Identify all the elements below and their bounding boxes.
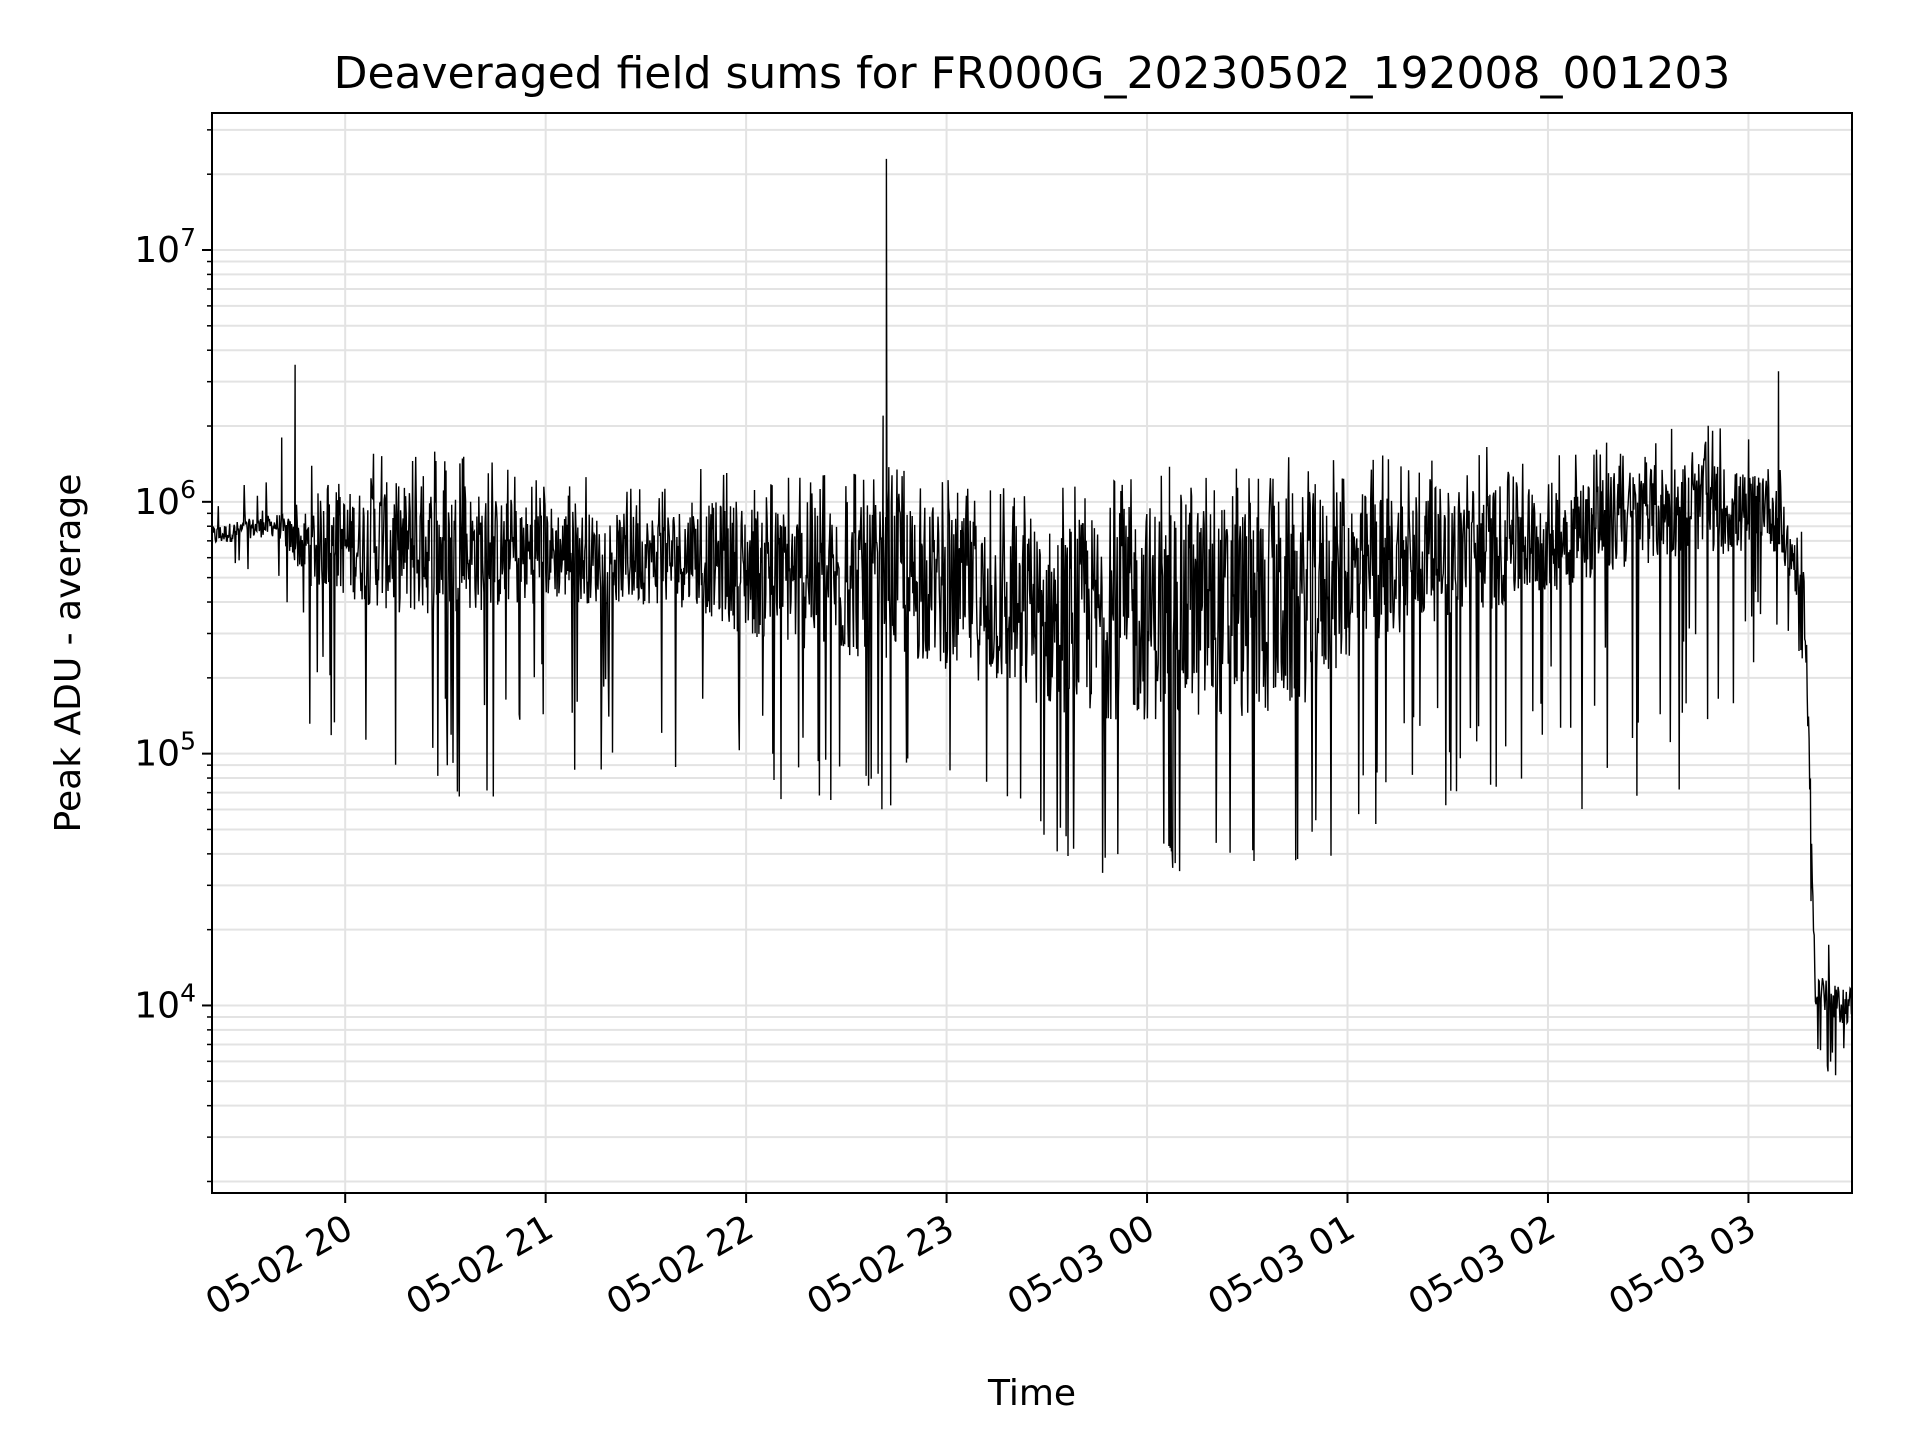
series-line: [212, 158, 1852, 1076]
y-tick-label: 105: [134, 727, 196, 775]
y-tick-base: 10: [134, 985, 180, 1026]
y-tick-base: 10: [134, 734, 180, 775]
y-tick-exponent: 7: [180, 223, 196, 252]
y-axis-label: Peak ADU - average: [48, 474, 89, 833]
y-tick-base: 10: [134, 230, 180, 271]
y-tick-exponent: 5: [180, 727, 196, 756]
y-tick-label: 106: [134, 475, 196, 523]
y-tick-exponent: 6: [180, 475, 196, 504]
y-tick-label: 104: [134, 978, 196, 1026]
plot-frame: [211, 112, 1853, 1194]
y-tick-base: 10: [134, 482, 180, 523]
chart-title: Deaveraged field sums for FR000G_2023050…: [334, 48, 1731, 99]
plot-area: [212, 158, 1852, 1076]
x-axis-label: Time: [987, 1373, 1076, 1414]
y-minor-ticks: [202, 129, 212, 1183]
y-tick-exponent: 4: [180, 978, 196, 1007]
y-tick-label: 107: [134, 223, 196, 271]
